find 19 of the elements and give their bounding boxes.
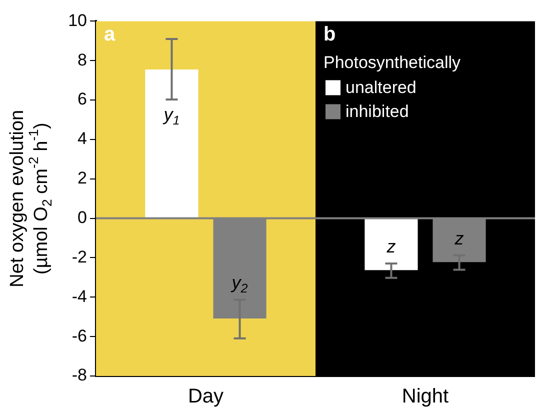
band-label: b	[324, 24, 336, 46]
band-label: a	[104, 24, 116, 46]
y-tick-label: 6	[78, 90, 87, 109]
legend-title: Photosynthetically	[324, 52, 462, 72]
x-tick-label: Day	[188, 386, 224, 408]
y-tick-label: 10	[68, 10, 87, 30]
y-tick-label: -2	[72, 247, 87, 266]
y-tick-label: 2	[78, 168, 87, 188]
annotation: z	[454, 228, 464, 248]
legend-label: inhibited	[346, 102, 409, 121]
y-tick-label: 0	[78, 208, 87, 227]
x-tick-label: Night	[402, 386, 450, 408]
y-tick-label: 8	[78, 50, 87, 70]
legend-label: unaltered	[346, 78, 416, 97]
annotation: z	[386, 236, 396, 256]
y-tick-label: -6	[72, 326, 87, 346]
y-tick-label: -4	[72, 286, 87, 306]
y-tick-label: -8	[72, 366, 87, 385]
y-tick-label: 4	[78, 129, 87, 148]
